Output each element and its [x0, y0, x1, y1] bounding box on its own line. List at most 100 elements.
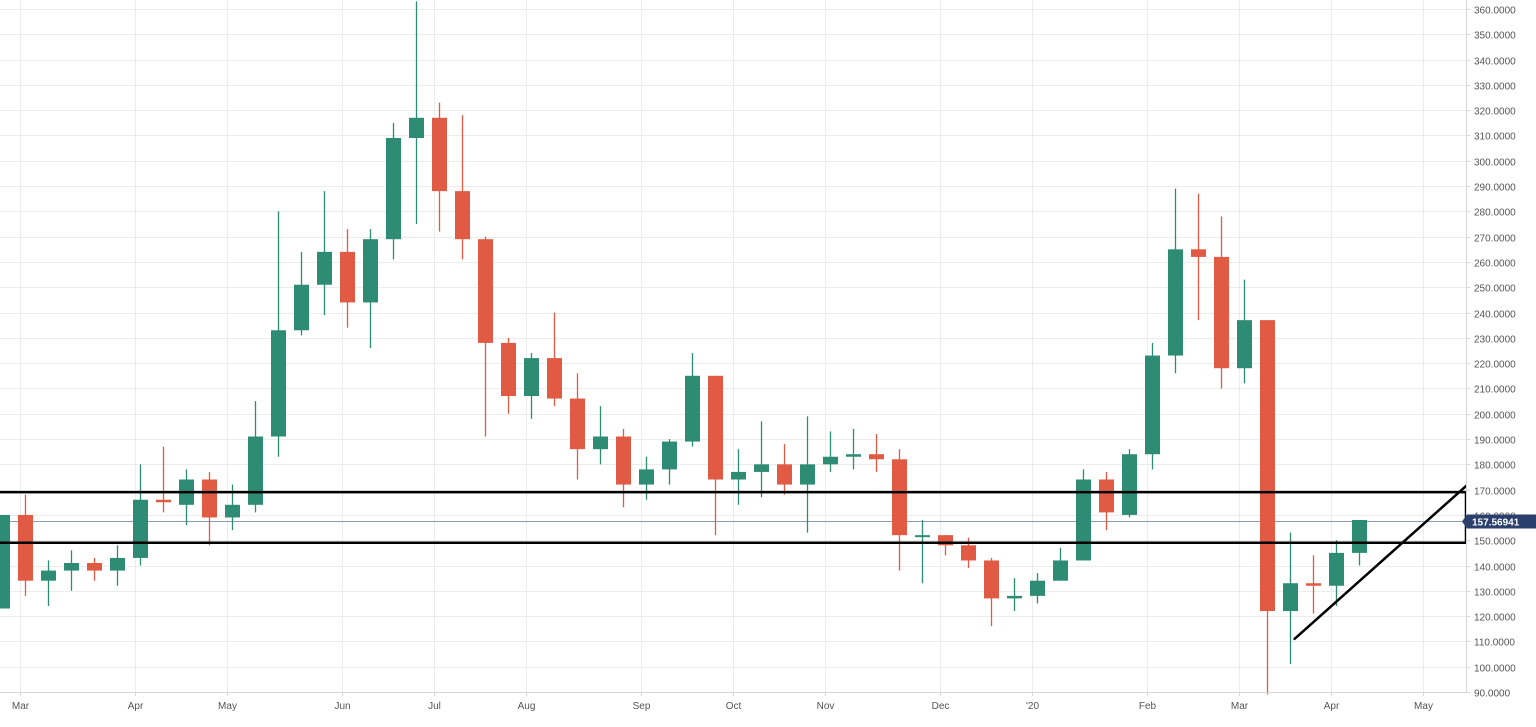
last-price-label: 157.56941: [1472, 518, 1520, 529]
candle[interactable]: [570, 373, 585, 480]
candle[interactable]: [455, 115, 470, 260]
price-tick-label: 210.0000: [1474, 385, 1516, 396]
candle-body: [1168, 249, 1183, 356]
candle[interactable]: [294, 251, 309, 336]
candle[interactable]: [1168, 188, 1183, 374]
price-tick-label: 150.0000: [1474, 537, 1516, 548]
candle[interactable]: [892, 449, 907, 571]
candle[interactable]: [915, 519, 930, 584]
candle[interactable]: [1053, 547, 1068, 581]
time-axis[interactable]: Mar Apr May Jun Jul Aug Sep Oct Nov Dec '20 Feb Mar A…: [0, 692, 1466, 712]
candle[interactable]: [501, 337, 516, 414]
candle[interactable]: [1099, 471, 1114, 531]
candle-body: [1191, 249, 1206, 257]
candle-body: [524, 358, 539, 397]
candle[interactable]: [156, 446, 171, 513]
candle-body: [1329, 552, 1344, 586]
candle-body: [156, 499, 171, 503]
candle-body: [271, 330, 286, 437]
candle[interactable]: [41, 560, 56, 606]
candle[interactable]: [110, 545, 125, 586]
time-tick-label: Aug: [518, 701, 536, 712]
price-tick-label: 350.0000: [1474, 31, 1516, 42]
candle[interactable]: [708, 375, 723, 536]
price-tick-label: 90.0000: [1474, 689, 1511, 700]
time-tick-label: Jun: [334, 701, 350, 712]
candle[interactable]: [248, 401, 263, 513]
candle-body: [984, 560, 999, 599]
candle[interactable]: [1145, 342, 1160, 470]
price-tick-label: 220.0000: [1474, 360, 1516, 371]
candle[interactable]: [524, 353, 539, 419]
price-tick-label: 270.0000: [1474, 234, 1516, 245]
candle[interactable]: [202, 471, 217, 546]
candle[interactable]: [317, 191, 332, 316]
candle[interactable]: [478, 236, 493, 437]
price-tick-label: 190.0000: [1474, 436, 1516, 447]
candle[interactable]: [1030, 573, 1045, 604]
candle-body: [294, 284, 309, 331]
candle[interactable]: [1076, 469, 1091, 561]
candles[interactable]: [0, 1, 1367, 695]
candle[interactable]: [1329, 540, 1344, 606]
candle-body: [1122, 454, 1137, 515]
candle[interactable]: [938, 535, 953, 556]
candle-body: [938, 535, 953, 546]
candle[interactable]: [1007, 578, 1022, 612]
candle-body: [409, 117, 424, 139]
candle[interactable]: [271, 211, 286, 457]
candle-body: [1030, 580, 1045, 596]
candle-body: [501, 342, 516, 397]
candle[interactable]: [1306, 555, 1321, 614]
candle[interactable]: [18, 494, 33, 596]
price-tick-label: 100.0000: [1474, 664, 1516, 675]
candle[interactable]: [869, 433, 884, 472]
candle[interactable]: [386, 122, 401, 260]
time-tick-label: May: [1414, 701, 1433, 712]
candle-body: [455, 191, 470, 240]
price-axis[interactable]: 360.0000 350.0000 340.0000 330.0000 320.0000…: [1466, 0, 1536, 722]
candle-body: [87, 562, 102, 571]
candle[interactable]: [685, 353, 700, 447]
candle[interactable]: [823, 431, 838, 472]
candle[interactable]: [846, 428, 861, 470]
candle[interactable]: [1237, 279, 1252, 384]
candle[interactable]: [432, 102, 447, 232]
candle[interactable]: [1214, 216, 1229, 389]
candle[interactable]: [179, 469, 194, 526]
candle[interactable]: [409, 1, 424, 225]
time-tick-label: Feb: [1139, 701, 1157, 712]
candle[interactable]: [87, 557, 102, 581]
candle[interactable]: [340, 229, 355, 328]
candle[interactable]: [1122, 449, 1137, 518]
candle[interactable]: [547, 312, 562, 407]
candle[interactable]: [800, 416, 815, 533]
candle[interactable]: [1283, 532, 1298, 665]
candle[interactable]: [0, 514, 10, 609]
candle[interactable]: [616, 428, 631, 508]
candle[interactable]: [984, 557, 999, 627]
time-tick-label: Mar: [1231, 701, 1249, 712]
candle[interactable]: [1260, 320, 1275, 695]
candle-body: [731, 471, 746, 480]
candle-body: [570, 398, 585, 450]
price-tick-label: 360.0000: [1474, 6, 1516, 17]
time-tick-label: Mar: [12, 701, 30, 712]
candle[interactable]: [363, 229, 378, 348]
candle[interactable]: [731, 449, 746, 505]
candle-body: [1214, 256, 1229, 369]
candle-body: [248, 436, 263, 505]
price-tick-label: 300.0000: [1474, 158, 1516, 169]
candle[interactable]: [593, 406, 608, 465]
candle-body: [1076, 479, 1091, 561]
candle-body: [593, 436, 608, 450]
candle[interactable]: [64, 550, 79, 591]
candle-body: [386, 138, 401, 240]
candle[interactable]: [662, 439, 677, 485]
price-tick-label: 230.0000: [1474, 335, 1516, 346]
candle[interactable]: [1191, 193, 1206, 321]
candle[interactable]: [754, 421, 769, 498]
candle[interactable]: [777, 444, 792, 495]
